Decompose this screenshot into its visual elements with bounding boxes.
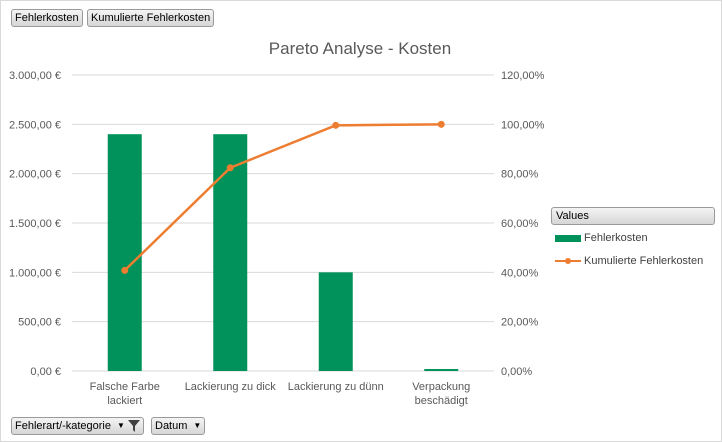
line-point: [121, 266, 129, 274]
line-swatch-icon: [555, 256, 581, 266]
category-label: Verpackung beschädigt: [412, 381, 470, 407]
bar: [318, 272, 353, 371]
axis-field-label: Fehlerart/-kategorie: [15, 420, 111, 432]
legend-item-kumulierte-fehlerkosten: Kumulierte Fehlerkosten: [555, 254, 703, 268]
right-tick-label: 60,00%: [501, 218, 539, 230]
category-labels: Falsche Farbe lackiert Lackierung zu dick L…: [90, 381, 471, 407]
bar: [107, 134, 142, 371]
right-tick-label: 80,00%: [501, 169, 539, 181]
field-button-fehlerkosten[interactable]: Fehlerkosten: [11, 9, 83, 27]
legend-header-values[interactable]: Values: [551, 207, 715, 225]
left-tick-label: 3.000,00 €: [9, 70, 61, 82]
field-button-kumulierte-fehlerkosten[interactable]: Kumulierte Fehlerkosten: [87, 9, 215, 27]
line-point: [437, 120, 445, 128]
left-tick-label: 2.000,00 €: [9, 169, 61, 181]
left-tick-label: 1.000,00 €: [9, 267, 61, 279]
chart-title: Pareto Analyse - Kosten: [269, 39, 451, 58]
legend-label: Kumulierte Fehlerkosten: [584, 255, 704, 267]
left-tick-label: 1.500,00 €: [9, 218, 61, 230]
funnel-filter-icon: [127, 420, 140, 433]
right-tick-label: 20,00%: [501, 317, 539, 329]
left-tick-label: 2.500,00 €: [9, 119, 61, 131]
cumulative-line: [123, 123, 442, 272]
line-series: [121, 120, 445, 274]
category-label: Lackierung zu dick: [185, 381, 277, 393]
bar: [424, 369, 459, 371]
right-tick-label: 0,00%: [501, 366, 532, 378]
bar-series: [107, 134, 459, 371]
filter-field-button-datum[interactable]: Datum ▼: [151, 417, 206, 435]
bar: [213, 134, 248, 371]
category-label: Lackierung zu dünn: [288, 381, 384, 393]
axis-field-button[interactable]: Fehlerart/-kategorie ▼: [11, 417, 144, 435]
dropdown-arrow-icon: ▼: [117, 421, 125, 431]
right-axis-ticks: 0,00% 20,00% 40,00% 60,00% 80,00% 100,00% 120,…: [501, 70, 545, 378]
bar-swatch-icon: [555, 234, 581, 242]
right-tick-label: 100,00%: [501, 119, 545, 131]
line-point: [332, 121, 340, 129]
left-tick-label: 0,00 €: [30, 366, 61, 378]
left-axis-ticks: 0,00 € 500,00 € 1.000,00 € 1.500,00 € 2.000,…: [9, 70, 61, 378]
left-tick-label: 500,00 €: [18, 317, 61, 329]
legend-item-fehlerkosten: Fehlerkosten: [555, 231, 648, 245]
legend-label: Fehlerkosten: [584, 232, 648, 244]
right-tick-label: 40,00%: [501, 267, 539, 279]
right-tick-label: 120,00%: [501, 70, 545, 82]
dropdown-arrow-icon: ▼: [193, 421, 202, 431]
category-label: Falsche Farbe lackiert: [90, 381, 160, 407]
filter-field-label: Datum: [155, 420, 188, 432]
line-point: [226, 164, 234, 172]
